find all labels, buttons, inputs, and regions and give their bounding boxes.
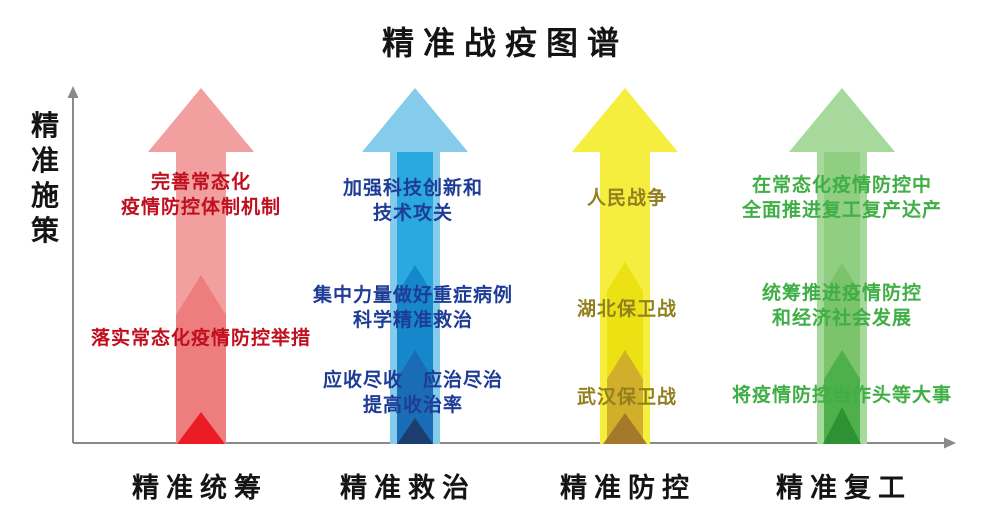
arrow-text-line: 全面推进复工复产达产 xyxy=(741,200,943,221)
category-label-fangkong: 精准防控 xyxy=(560,473,696,503)
arrow-text-line: 技术攻关 xyxy=(372,203,454,224)
x-axis-arrowhead-icon xyxy=(944,437,956,449)
arrow-text-block: 湖北保卫战 xyxy=(577,297,677,322)
arrow-text-block: 落实常态化疫情防控举措 xyxy=(91,326,311,351)
arrow-chevron-2 xyxy=(607,350,643,444)
arrow-text-line: 武汉保卫战 xyxy=(576,387,678,408)
arrow-chevron-2 xyxy=(397,350,433,444)
arrow-jingzhun-tongchou xyxy=(148,88,254,444)
arrow-chevron-3 xyxy=(397,418,433,444)
arrow-text-block: 人民战争 xyxy=(587,186,667,211)
arrow-text-block: 在常态化疫情防控中 全面推进复工复产达产 xyxy=(742,173,942,223)
category-label-jiuzhi: 精准救治 xyxy=(340,473,476,503)
arrow-text-line: 落实常态化疫情防控举措 xyxy=(90,328,312,349)
arrow-text-line: 加强科技创新和 xyxy=(342,178,484,199)
y-axis-arrowhead-icon xyxy=(67,86,79,98)
category-label-tongchou: 精准统筹 xyxy=(132,473,268,503)
arrow-text-block: 将疫情防控当作头等大事 xyxy=(732,383,952,408)
arrow-chevron-2 xyxy=(824,350,860,444)
arrow-jingzhun-jiuzhi xyxy=(362,88,468,444)
arrow-jingzhun-fangkong xyxy=(572,88,678,444)
arrow-text-line: 疫情防控体制机制 xyxy=(120,197,282,218)
arrow-text-line: 科学精准救治 xyxy=(352,310,474,331)
arrow-text-line: 完善常态化 xyxy=(150,172,252,193)
arrow-chevron-1 xyxy=(176,275,226,444)
arrow-body xyxy=(148,88,254,444)
arrow-text-line: 提高收治率 xyxy=(362,395,464,416)
arrow-text-line: 将疫情防控当作头等大事 xyxy=(731,385,953,406)
arrow-text-line: 应收尽收 应治尽治 xyxy=(322,370,504,391)
arrow-jingzhun-fugong xyxy=(789,88,895,444)
arrow-chevron-3 xyxy=(177,412,225,444)
arrow-text-line: 人民战争 xyxy=(586,188,668,209)
arrow-text-block: 集中力量做好重症病例 科学精准救治 xyxy=(313,283,513,333)
arrow-text-line: 集中力量做好重症病例 xyxy=(312,285,514,306)
arrow-chevron-3 xyxy=(603,413,647,444)
arrow-text-block: 加强科技创新和 技术攻关 xyxy=(343,176,483,226)
arrow-text-block: 完善常态化 疫情防控体制机制 xyxy=(121,170,281,220)
arrow-text-block: 武汉保卫战 xyxy=(577,385,677,410)
page-title: 精准战疫图谱 xyxy=(381,25,629,61)
arrow-chevron-3 xyxy=(823,407,861,444)
arrow-text-line: 湖北保卫战 xyxy=(576,299,678,320)
y-axis-label: 精准施策 xyxy=(30,110,59,246)
arrow-text-block: 统筹推进疫情防控 和经济社会发展 xyxy=(762,281,922,331)
arrow-text-block: 应收尽收 应治尽治 提高收治率 xyxy=(323,368,503,418)
arrow-text-line: 和经济社会发展 xyxy=(771,308,913,329)
arrow-text-line: 统筹推进疫情防控 xyxy=(761,283,923,304)
arrow-text-line: 在常态化疫情防控中 xyxy=(751,175,933,196)
category-label-fugong: 精准复工 xyxy=(776,473,912,503)
